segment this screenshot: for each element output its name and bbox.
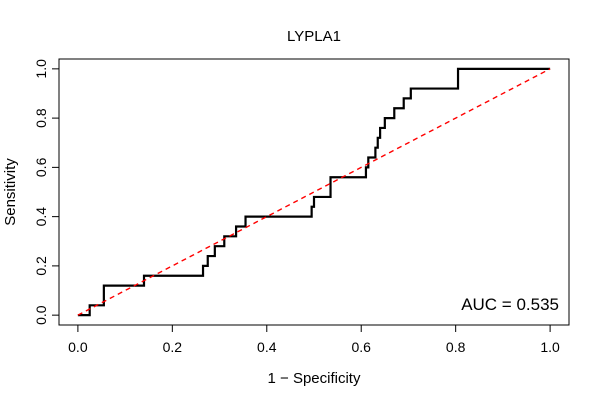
x-tick-label: 0.2 — [163, 339, 183, 355]
x-tick-label: 0.4 — [257, 339, 277, 355]
y-tick-label: 0.2 — [33, 256, 49, 276]
x-tick-label: 0.6 — [351, 339, 371, 355]
y-axis-label: Sensitivity — [2, 158, 19, 226]
x-tick-label: 1.0 — [540, 339, 560, 355]
auc-annotation: AUC = 0.535 — [461, 295, 559, 314]
y-axis: 0.0 0.2 0.4 0.6 0.8 1.0 — [33, 59, 60, 325]
chance-diagonal-line — [77, 68, 551, 316]
x-axis: 0.0 0.2 0.4 0.6 0.8 1.0 — [68, 324, 560, 355]
roc-curve — [77, 67, 551, 317]
x-tick-label: 0.8 — [446, 339, 466, 355]
y-tick-label: 0.4 — [33, 207, 49, 227]
x-tick-label: 0.0 — [68, 339, 88, 355]
plot-area — [77, 67, 551, 317]
y-tick-label: 0.6 — [33, 157, 49, 177]
x-axis-label: 1 − Specificity — [268, 370, 361, 387]
y-tick-label: 0.8 — [33, 108, 49, 128]
y-tick-label: 0.0 — [33, 305, 49, 325]
chart-title: LYPLA1 — [287, 28, 341, 45]
y-tick-label: 1.0 — [33, 59, 49, 79]
